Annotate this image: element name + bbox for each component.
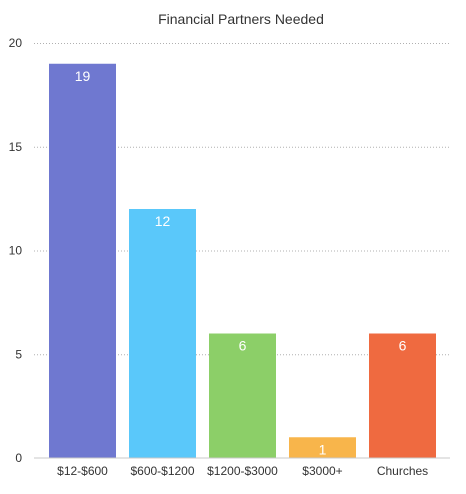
x-tick-label: $12-$600 (57, 464, 108, 478)
bar-value-label: 19 (75, 68, 91, 84)
bar-value-label: 6 (399, 338, 407, 354)
x-tick-label: $600-$1200 (130, 464, 194, 478)
x-axis-ticks: $12-$600 $600-$1200 $1200-$3000 $3000+ Churc… (57, 464, 428, 478)
bar (369, 333, 436, 458)
bar-value-label: 1 (319, 441, 327, 457)
bar-value-label: 12 (155, 213, 171, 229)
chart-title: Financial Partners Needed (158, 11, 324, 27)
bar (209, 333, 276, 458)
y-tick-label: 5 (15, 347, 22, 361)
bar (49, 63, 116, 458)
y-tick-label: 15 (9, 140, 23, 154)
y-tick-label: 10 (9, 244, 23, 258)
y-tick-label: 0 (15, 451, 22, 465)
x-tick-label: $1200-$3000 (207, 464, 278, 478)
x-tick-label: $3000+ (302, 464, 342, 478)
y-axis-ticks: 0 5 10 15 20 (9, 36, 23, 465)
x-tick-label: Churches (377, 464, 428, 478)
bar (129, 209, 196, 458)
bar-value-label: 6 (239, 338, 247, 354)
bars: 19 12 6 1 6 (49, 63, 436, 458)
y-tick-label: 20 (9, 36, 23, 50)
bar (289, 437, 356, 458)
